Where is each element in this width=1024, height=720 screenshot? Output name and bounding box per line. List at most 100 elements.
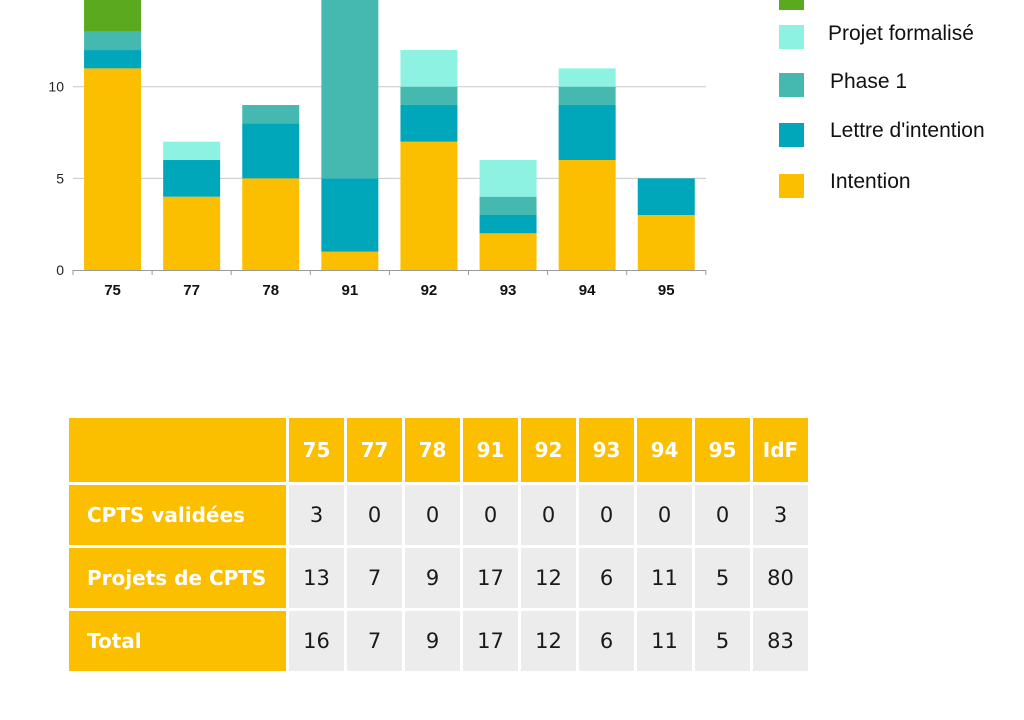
y-tick-label: 10 [48,79,64,95]
bar-segment-77-series-0 [163,196,221,270]
table-cell: 0 [347,485,402,545]
column-header: 75 [289,418,344,482]
table-row: CPTS validées 3 0 0 0 0 0 0 0 3 [69,485,808,545]
table-cell: 7 [347,611,402,671]
column-header: 92 [521,418,576,482]
legend-swatch [779,123,804,147]
bar-segment-75-series-1 [84,50,142,69]
stacked-bar-chart: 0 5 10 15 75 77 78 91 92 93 94 95 [48,0,707,299]
table-cell: 0 [695,485,750,545]
legend-swatch [779,174,804,198]
x-tick-label: 78 [262,282,279,299]
x-tick-label: 94 [579,282,596,299]
y-tick-label: 15 [48,0,64,3]
legend-item-phase-1: Phase 1 [779,70,1024,99]
legend-swatch [779,25,804,49]
bar-segment-91-series-0 [321,251,379,270]
bar-segment-75-series-2 [84,31,142,51]
table-cell: 80 [753,548,808,608]
bar-segment-75-series-0 [84,68,142,271]
bar-segment-91-series-1 [321,178,379,252]
cpts-summary-table: 75 77 78 91 92 93 94 95 IdF CPTS validée… [66,415,811,674]
table-cell: 11 [637,548,692,608]
table-corner [69,418,286,482]
column-header: 94 [637,418,692,482]
table-cell: 16 [289,611,344,671]
table-row: Total 16 7 9 17 12 6 11 5 83 [69,611,808,671]
bar-segment-77-series-1 [163,160,221,197]
legend-label: Phase 1 [830,70,908,93]
table-cell: 9 [405,611,460,671]
table-cell: 17 [463,548,518,608]
bar-segment-92-series-3 [400,50,458,87]
table-cell: 12 [521,611,576,671]
x-tick-label: 95 [658,282,675,299]
legend-label: Intention [830,170,911,193]
table-cell: 3 [289,485,344,545]
table-cell: 12 [521,548,576,608]
bar-segment-94-series-2 [558,86,616,106]
bar-segment-93-series-3 [479,160,537,197]
table-cell: 11 [637,611,692,671]
table-cell: 83 [753,611,808,671]
row-label: Total [69,611,286,671]
legend-item-green [779,0,1024,12]
legend-label: Projet formalisé [828,22,974,45]
table-cell: 0 [405,485,460,545]
column-header: 91 [463,418,518,482]
row-label: CPTS validées [69,485,286,545]
column-header: 95 [695,418,750,482]
x-tick-label: 93 [500,282,517,299]
column-header: 93 [579,418,634,482]
legend-label: Lettre d'intention [830,119,985,142]
column-header: IdF [753,418,808,482]
x-tick-label: 92 [421,282,438,299]
y-tick-label: 5 [56,170,64,186]
bar-segment-75-series-4 [84,0,142,32]
table-cell: 6 [579,548,634,608]
bar-segment-93-series-1 [479,215,537,234]
column-header: 77 [347,418,402,482]
table-header-row: 75 77 78 91 92 93 94 95 IdF [69,418,808,482]
bar-segment-78-series-0 [242,178,300,270]
table-cell: 6 [579,611,634,671]
legend-swatch [779,73,804,97]
bar-segment-92-series-0 [400,141,458,270]
table-cell: 17 [463,611,518,671]
bar-segment-94-series-3 [558,68,616,87]
y-tick-label: 0 [56,262,64,278]
legend-item-intention: Intention [779,170,1024,200]
table-row: Projets de CPTS 13 7 9 17 12 6 11 5 80 [69,548,808,608]
legend-item-lettre-intention: Lettre d'intention [779,119,1024,149]
row-label: Projets de CPTS [69,548,286,608]
column-header: 78 [405,418,460,482]
table-cell: 0 [521,485,576,545]
legend-swatch [779,0,804,10]
bar-segment-92-series-2 [400,86,458,106]
bar-segment-77-series-3 [163,141,221,161]
table-cell: 13 [289,548,344,608]
table-cell: 5 [695,611,750,671]
x-tick-label: 77 [183,282,200,299]
table-cell: 0 [463,485,518,545]
bar-segment-94-series-0 [558,160,616,270]
bar-segment-91-series-2 [321,0,379,179]
table-cell: 7 [347,548,402,608]
chart-legend: Projet formalisé Phase 1 Lettre d'intent… [779,0,1024,210]
bar-segment-78-series-1 [242,123,300,179]
table-cell: 0 [579,485,634,545]
legend-item-projet-formalise: Projet formalisé [779,22,1024,51]
bar-segment-93-series-0 [479,233,537,270]
bar-segment-95-series-0 [637,215,695,270]
x-tick-label: 75 [104,282,121,299]
table-cell: 3 [753,485,808,545]
bar-segment-93-series-2 [479,196,537,216]
table-cell: 0 [637,485,692,545]
table-cell: 9 [405,548,460,608]
x-tick-label: 91 [342,282,359,299]
bar-segment-78-series-2 [242,105,300,124]
bar-segment-94-series-1 [558,105,616,161]
table-cell: 5 [695,548,750,608]
bar-segment-95-series-1 [637,178,695,216]
bar-segment-92-series-1 [400,105,458,142]
